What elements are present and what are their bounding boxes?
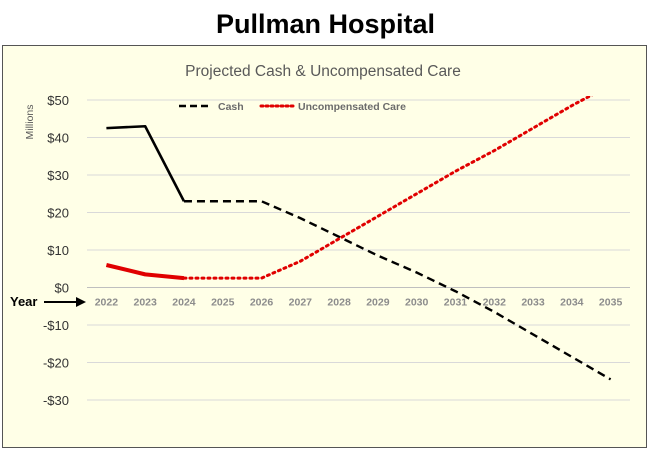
y-tick-label: -$20 bbox=[43, 356, 69, 371]
x-tick-label: 2029 bbox=[366, 297, 390, 309]
x-tick-label: 2027 bbox=[289, 297, 313, 309]
x-tick-label: 2025 bbox=[211, 297, 235, 309]
y-tick-label: -$10 bbox=[43, 318, 69, 333]
x-axis-label: Year bbox=[10, 294, 37, 309]
y-tick-label: $30 bbox=[47, 168, 69, 183]
legend: Cash Uncompensated Care bbox=[179, 101, 406, 113]
legend-cash-label: Cash bbox=[218, 101, 244, 113]
x-axis-ticks: 2022 2023 2024 2025 2026 2027 2028 2029 2030 2031… bbox=[95, 297, 623, 309]
y-tick-label: $20 bbox=[47, 206, 69, 221]
x-tick-label: 2030 bbox=[405, 297, 429, 309]
arrow-icon bbox=[76, 297, 86, 307]
y-tick-label: $40 bbox=[47, 131, 69, 146]
page-title: Pullman Hospital bbox=[215, 9, 436, 39]
series-line-solid bbox=[106, 124, 186, 202]
y-tick-label: $10 bbox=[47, 243, 69, 258]
series-line-projected bbox=[183, 200, 612, 381]
y-axis-ticks: $50 $40 $30 $20 $10 $0 -$10 -$20 -$30 bbox=[43, 93, 69, 408]
x-tick-label: 2022 bbox=[95, 297, 119, 309]
chart-title: Projected Cash & Uncompensated Care bbox=[185, 63, 461, 80]
x-tick-label: 2034 bbox=[560, 297, 584, 309]
y-tick-label: -$30 bbox=[43, 393, 69, 408]
x-tick-label: 2026 bbox=[250, 297, 274, 309]
y-axis-label: Millions bbox=[24, 104, 36, 139]
y-tick-label: $50 bbox=[47, 93, 69, 108]
x-tick-label: 2032 bbox=[483, 297, 507, 309]
series-line-projected bbox=[182, 96, 594, 280]
x-tick-label: 2031 bbox=[444, 297, 468, 309]
x-tick-label: 2033 bbox=[521, 297, 545, 309]
x-tick-label: 2023 bbox=[133, 297, 157, 309]
x-tick-label: 2035 bbox=[599, 297, 623, 309]
year-indicator: Year bbox=[10, 294, 86, 309]
series-lines bbox=[105, 96, 612, 381]
x-tick-label: 2028 bbox=[327, 297, 351, 309]
chart-area bbox=[2, 45, 647, 448]
y-tick-label: $0 bbox=[55, 281, 69, 296]
gridlines bbox=[87, 99, 630, 401]
x-tick-label: 2024 bbox=[172, 297, 196, 309]
series-line-solid bbox=[105, 263, 185, 281]
legend-uncomp-label: Uncompensated Care bbox=[298, 101, 406, 113]
